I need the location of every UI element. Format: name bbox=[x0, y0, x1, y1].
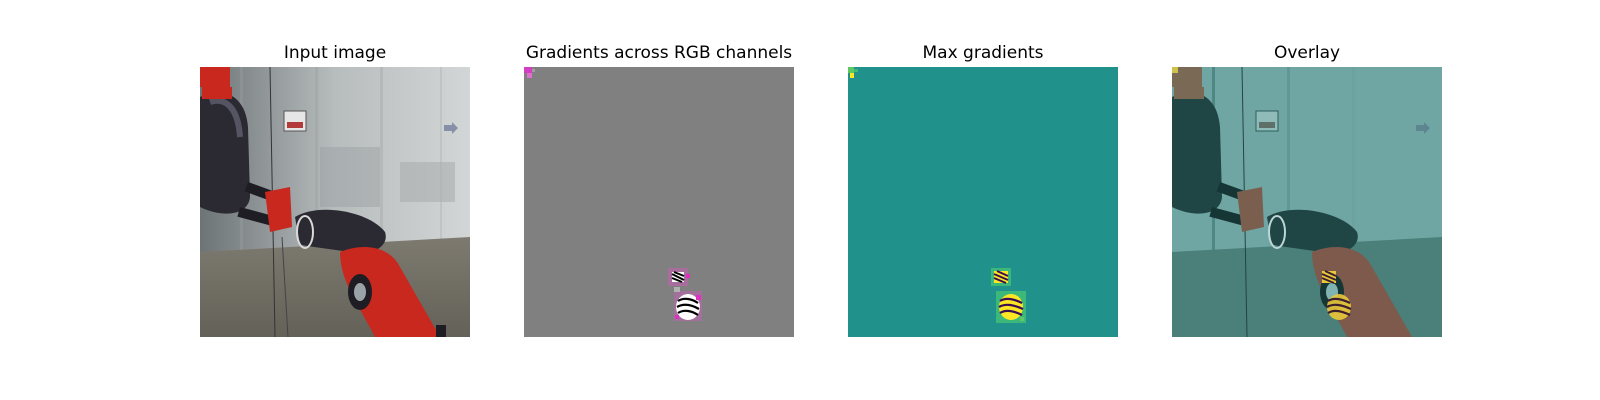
max-gradients-heatmap bbox=[848, 67, 1118, 337]
panel-title-rgb-gradients: Gradients across RGB channels bbox=[525, 43, 793, 63]
panel-max-gradients: Max gradients bbox=[848, 0, 1118, 400]
panel-input-image: Input image bbox=[200, 0, 470, 400]
panel-title-input-image: Input image bbox=[283, 43, 387, 63]
input-image-photo bbox=[200, 67, 470, 337]
input-image bbox=[200, 67, 470, 337]
panel-title-overlay: Overlay bbox=[1273, 43, 1341, 63]
panel-overlay: Overlay bbox=[1172, 0, 1442, 400]
overlay-composite bbox=[1172, 67, 1442, 337]
overlay-image bbox=[1172, 67, 1442, 337]
rgb-gradients-map bbox=[524, 67, 794, 337]
rgb-gradients-image bbox=[524, 67, 794, 337]
max-gradients-image bbox=[848, 67, 1118, 337]
panel-rgb-gradients: Gradients across RGB channels bbox=[524, 0, 794, 400]
panel-title-max-gradients: Max gradients bbox=[922, 43, 1044, 63]
